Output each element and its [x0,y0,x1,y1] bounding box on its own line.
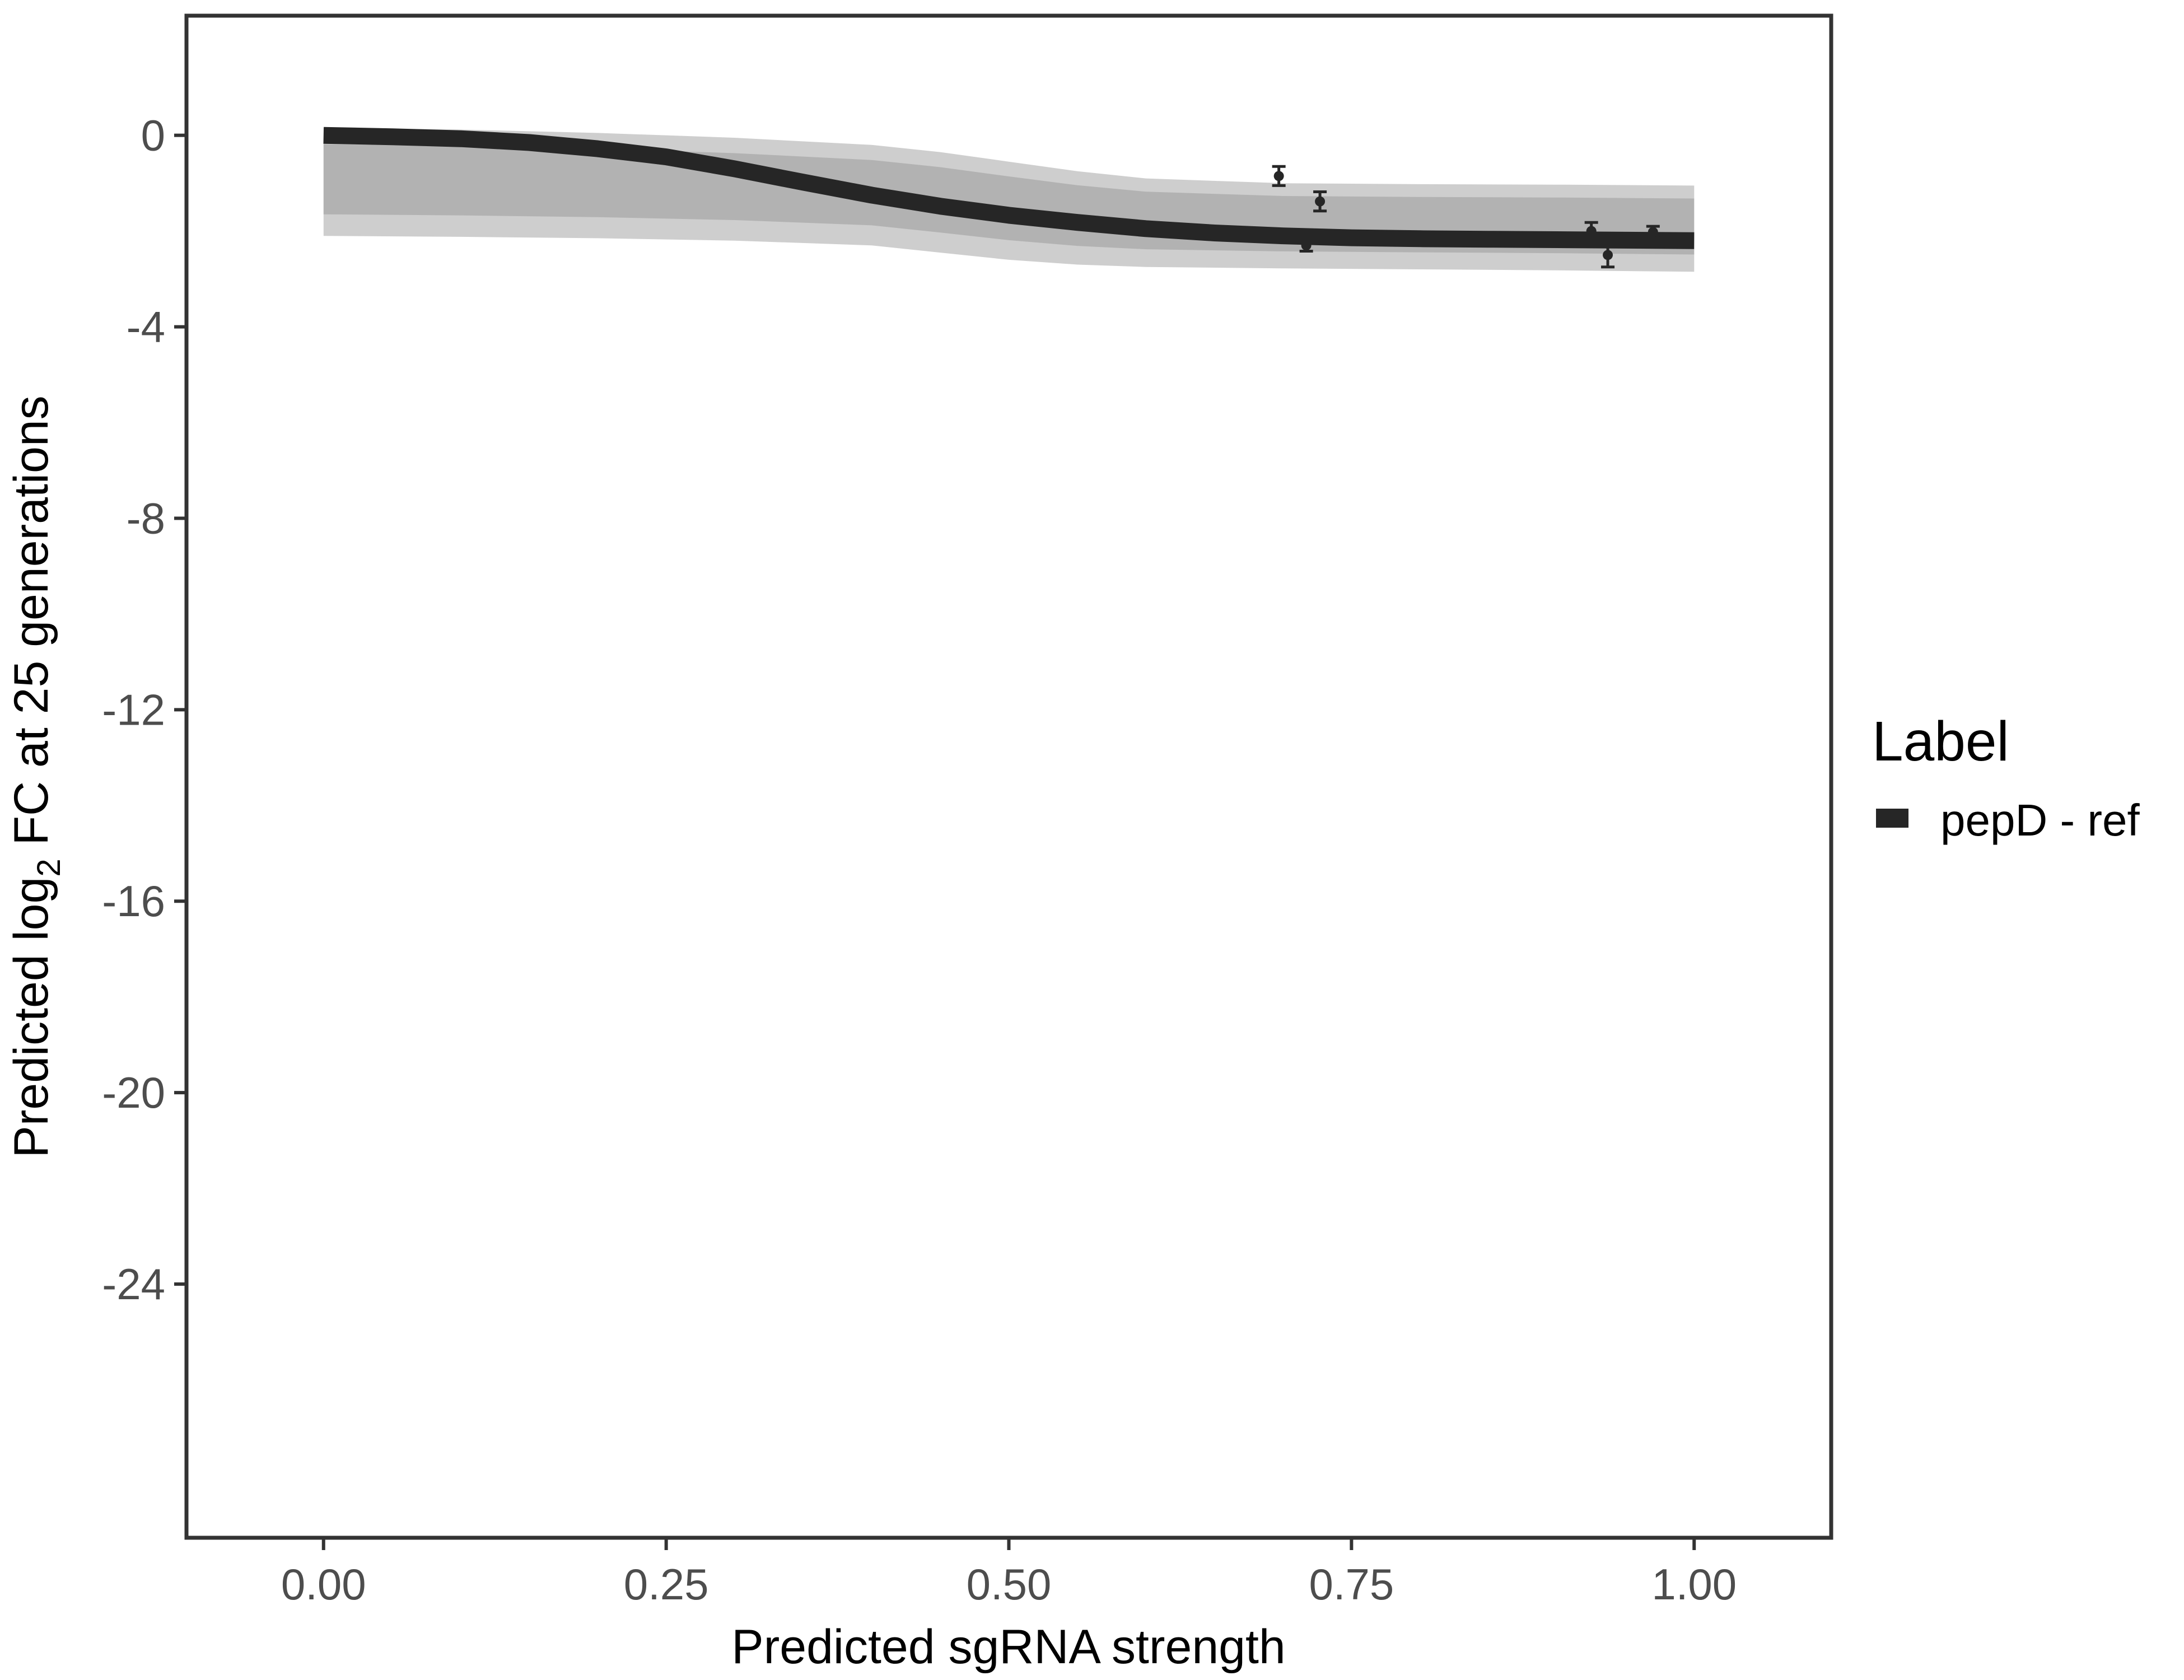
y-tick-label: -24 [102,1259,165,1309]
x-tick-label: 0.00 [281,1560,366,1609]
data-point-1 [1299,238,1313,253]
x-axis-title: Predicted sgRNA strength [731,1620,1286,1674]
y-tick-label: -8 [127,493,165,543]
y-axis-title-suffix: FC at 25 generations [4,395,58,858]
y-axis: 0 -4 -8 -12 -16 -20 -24 [102,111,185,1309]
y-axis-title-subscript: 2 [31,858,67,876]
y-axis-title-prefix: Predicted log [4,877,58,1158]
point-marker [1586,226,1597,236]
y-tick-label: -4 [127,302,165,352]
plot-panel-border [184,13,1833,1540]
y-tick-label: 0 [141,111,165,160]
data-point-5 [1646,225,1660,240]
x-axis: 0.00 0.25 0.50 0.75 1.00 [281,1539,1737,1609]
point-marker [1315,196,1326,207]
x-tick-label: 0.25 [624,1560,709,1609]
data-point-0 [1272,165,1286,187]
legend-key-pepd-ref [1876,809,1908,828]
y-tick-label: -12 [102,685,165,734]
point-marker [1603,250,1613,260]
legend-title: Label [1872,710,2009,773]
point-marker [1273,171,1284,181]
point-marker [1648,227,1658,237]
data-point-2 [1313,190,1327,213]
x-tick-label: 0.50 [967,1560,1052,1609]
data-point-3 [1584,221,1598,241]
y-tick-label: -16 [102,876,165,926]
posterior-band-core [323,144,1695,255]
series-lines [323,127,1695,249]
data-points [1272,165,1660,269]
legend-label-pepd-ref: pepD - ref [1940,795,2140,845]
y-axis-title: Predicted log2 FC at 25 generations [4,395,67,1158]
legend: Label pepD - ref [1872,710,2140,845]
series-line-0 [323,127,1695,249]
x-tick-label: 1.00 [1651,1560,1737,1609]
y-tick-label: -20 [102,1068,165,1117]
point-marker [1301,240,1312,251]
x-tick-label: 0.75 [1309,1560,1394,1609]
data-point-4 [1601,241,1615,269]
